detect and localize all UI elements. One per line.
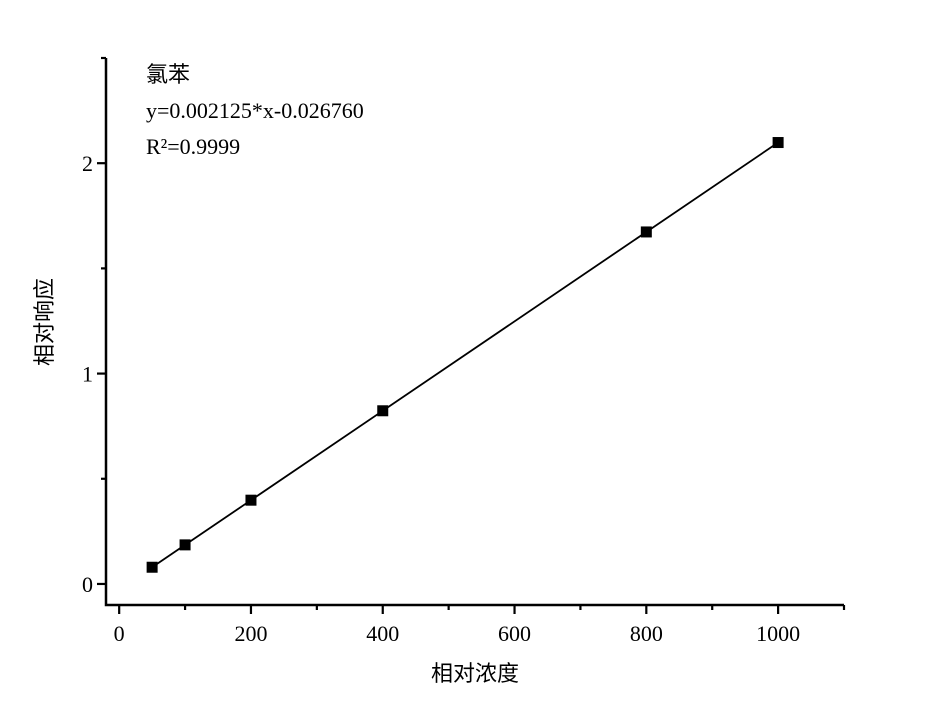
x-axis-tick-label: 1000 (756, 621, 800, 646)
data-point-marker (377, 405, 389, 417)
y-axis-tick-label: 0 (82, 572, 93, 597)
y-axis-title: 相对响应 (32, 277, 57, 367)
chart-annotation: 氯苯 y=0.002125*x-0.026760 R²=0.9999 (146, 57, 364, 165)
regression-equation: y=0.002125*x-0.026760 (146, 98, 364, 123)
data-point-marker (179, 539, 191, 551)
x-axis-title: 相对浓度 (430, 661, 519, 686)
data-point-marker (245, 494, 257, 506)
y-axis-tick-label: 2 (82, 151, 93, 176)
y-axis-tick-label: 1 (82, 362, 93, 387)
data-point-marker (772, 137, 784, 149)
analyte-name: 氯苯 (146, 62, 191, 87)
data-point-marker (146, 561, 158, 573)
r-squared-value: R²=0.9999 (146, 134, 241, 159)
data-point-marker (640, 226, 652, 238)
x-axis-tick-label: 400 (366, 621, 399, 646)
x-axis-tick-label: 200 (234, 621, 267, 646)
axis-spines (104, 58, 844, 607)
x-axis-tick-label: 600 (498, 621, 531, 646)
x-axis-tick-label: 800 (630, 621, 663, 646)
x-axis-tick-label: 0 (114, 621, 125, 646)
